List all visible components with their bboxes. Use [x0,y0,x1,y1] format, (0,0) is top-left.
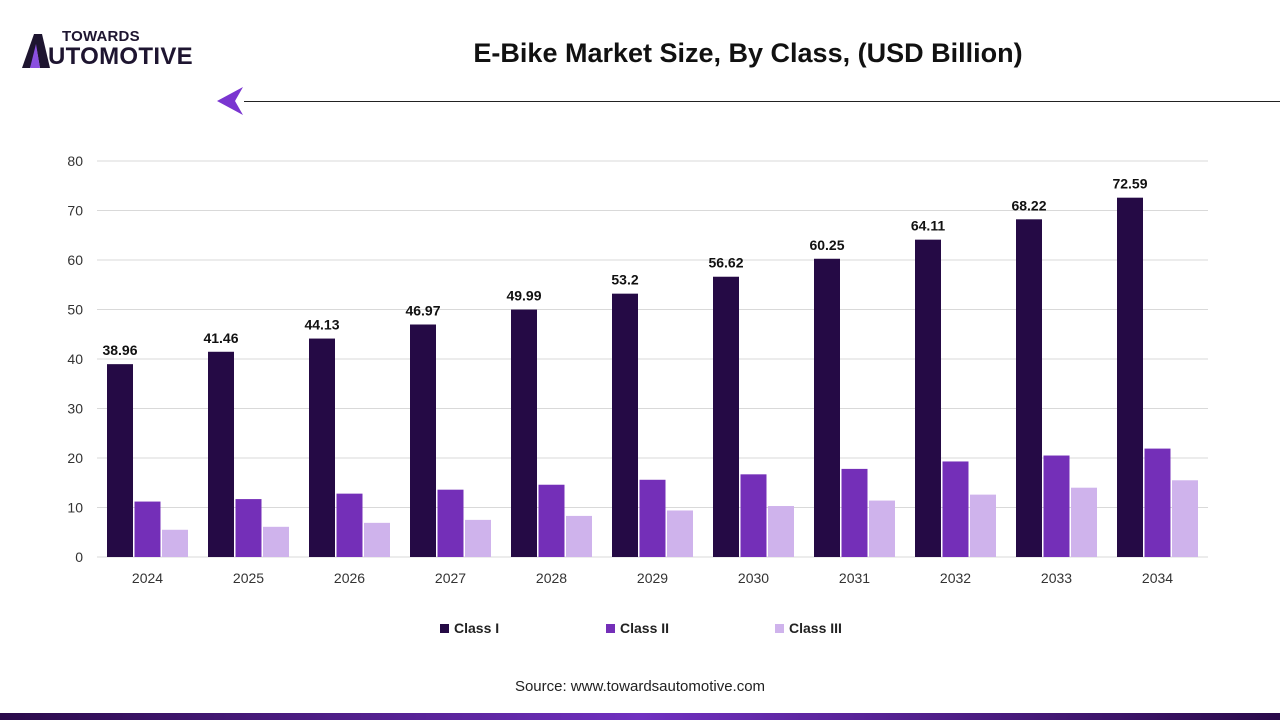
x-tick-label: 2030 [738,570,769,586]
bar-class-iii [162,529,188,557]
y-tick-label: 20 [67,450,83,466]
bar-class-ii [336,493,363,557]
legend-item-class-1: Class I [440,620,499,636]
x-tick-label: 2027 [435,570,466,586]
bar-class-i [1016,219,1042,557]
bar-class-ii [1144,448,1171,557]
bar-class-ii [1043,455,1070,557]
legend-swatch [440,623,449,633]
bar-class-ii [538,484,565,557]
x-tick-label: 2031 [839,570,870,586]
bar-class-ii [639,479,666,557]
legend-label: Class I [454,620,500,636]
bar-class-ii [437,489,464,557]
bar-class-ii [841,468,868,557]
data-label: 72.59 [1112,176,1147,192]
bar-class-iii [566,515,592,557]
data-label: 41.46 [203,330,238,346]
legend-item-class-3: Class III [775,620,842,636]
bar-chart: 0102030405060708038.96202441.46202544.13… [67,153,1208,586]
bar-class-ii [740,474,767,557]
y-tick-label: 60 [67,252,83,268]
legend: Class I Class II Class III [0,620,1280,640]
data-label: 46.97 [405,302,440,318]
data-label: 44.13 [304,317,339,333]
bar-class-i [309,338,335,557]
data-label: 38.96 [102,342,137,358]
bar-class-iii [768,506,794,557]
legend-swatch [775,623,784,633]
arrow-left-icon [217,87,243,115]
bar-class-ii [134,501,161,557]
logo: TOWARDS UTOMOTIVE [20,28,230,74]
bar-class-iii [1172,480,1198,557]
x-tick-label: 2034 [1142,570,1173,586]
title-divider [244,101,1280,102]
x-tick-label: 2026 [334,570,365,586]
y-tick-label: 80 [67,153,83,169]
x-tick-label: 2033 [1041,570,1072,586]
legend-label: Class II [620,620,670,636]
bar-class-iii [970,494,996,557]
bar-class-i [814,258,840,557]
x-tick-label: 2028 [536,570,567,586]
data-label: 68.22 [1011,197,1046,213]
legend-item-class-2: Class II [606,620,669,636]
y-tick-label: 40 [67,351,83,367]
logo-top-text: TOWARDS [62,28,140,45]
data-label: 53.2 [611,272,638,288]
bar-class-iii [465,519,491,557]
logo-bottom-text: UTOMOTIVE [48,43,193,70]
y-tick-label: 30 [67,401,83,417]
x-tick-label: 2025 [233,570,264,586]
bar-class-i [208,351,234,557]
bar-class-i [410,324,436,557]
footer-band [0,713,1280,720]
bar-class-ii [235,499,262,557]
bar-class-iii [667,510,693,557]
x-tick-label: 2024 [132,570,163,586]
chart-title: E-Bike Market Size, By Class, (USD Billi… [473,38,1023,68]
bar-class-iii [263,526,289,557]
y-tick-label: 0 [75,549,83,565]
bar-class-i [511,309,537,557]
source-note: Source: www.towardsautomotive.com [514,678,766,695]
bar-class-ii [942,461,969,557]
logo-mark-icon [22,34,50,68]
bar-class-i [107,364,133,557]
y-tick-label: 70 [67,203,83,219]
bar-class-i [915,239,941,557]
x-tick-label: 2032 [940,570,971,586]
legend-swatch [606,623,615,633]
bar-class-iii [364,522,390,557]
bar-class-iii [869,500,895,557]
bar-class-i [1117,197,1143,557]
data-label: 49.99 [506,288,541,304]
data-label: 60.25 [809,237,844,253]
bar-class-iii [1071,487,1097,557]
bar-class-i [713,276,739,557]
data-label: 56.62 [708,255,743,271]
x-tick-label: 2029 [637,570,668,586]
y-tick-label: 50 [67,302,83,318]
bar-class-i [612,293,638,557]
y-tick-label: 10 [67,500,83,516]
data-label: 64.11 [911,218,945,234]
legend-label: Class III [789,620,842,636]
